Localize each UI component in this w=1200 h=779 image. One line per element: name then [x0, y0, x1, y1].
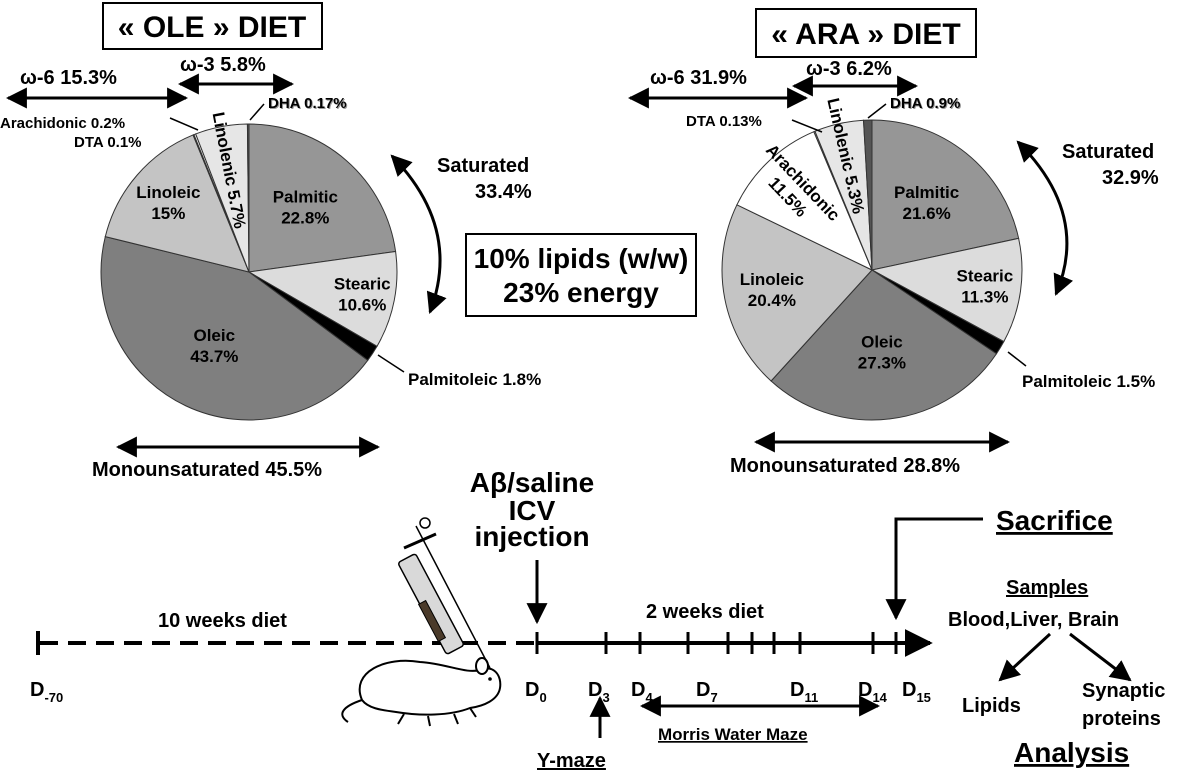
ole-slice-dha [246, 123, 250, 273]
ara-saturated-label: Saturated [1062, 141, 1154, 163]
ara-dta-callout: DTA 0.13% [686, 113, 762, 130]
synaptic-arrow [1069, 632, 1132, 682]
ara-dha-leader [867, 103, 887, 119]
ole-palmitoleic-leader [377, 354, 405, 373]
ole-saturated-label: Saturated [437, 155, 529, 177]
ara-saturated-arrow [1016, 140, 1074, 296]
ole-label-linoleic: Linoleic 15% [136, 183, 200, 223]
day-label: D15 [902, 679, 931, 705]
day-label: D11 [790, 679, 818, 705]
samples-label: Samples [1006, 577, 1088, 599]
ara-label-stearic: Stearic 11.3% [956, 267, 1013, 307]
sacrifice-label: Sacrifice [996, 505, 1113, 536]
lipids-arrow [998, 632, 1052, 682]
ole-dta-callout: DTA 0.1% [74, 134, 142, 151]
ole-label-palmitic: Palmitic 22.8% [273, 188, 338, 228]
ole-palmitoleic-callout: Palmitoleic 1.8% [408, 370, 541, 389]
ara-palmitoleic-callout: Palmitoleic 1.5% [1022, 372, 1155, 391]
timeline-ticks [535, 632, 898, 654]
lipids-output-label: Lipids [962, 695, 1021, 717]
ole-title: « OLE » DIET [118, 11, 306, 44]
ole-omega6-label: ω-6 15.3% [20, 67, 117, 89]
synaptic-label-line2: proteins [1082, 708, 1161, 730]
diet-10-weeks-label: 10 weeks diet [158, 610, 287, 632]
day-label: D4 [631, 679, 653, 705]
ara-slice-arachidonic [736, 131, 873, 272]
injection-line1: Aβ/saline [470, 467, 594, 498]
ara-omega3-label: ω-3 6.2% [806, 58, 892, 80]
ara-diet-panel: « ARA » DIET ω-6 31.9% ω-3 6.2% Palmitic… [627, 8, 1159, 477]
ole-dha-callout: DHA 0.17% [268, 95, 347, 112]
ara-title-box [755, 8, 977, 58]
injection-line2: ICV [509, 495, 556, 526]
day-label: D0 [525, 679, 547, 705]
lipids-line1: 10% lipids (w/w) [474, 243, 689, 274]
day-label: D14 [858, 679, 888, 705]
diet-2-weeks-label: 2 weeks diet [646, 601, 764, 623]
ole-omega3-label: ω-3 5.8% [180, 54, 266, 76]
ara-pie-chart: Palmitic 21.6% Stearic 11.3% Oleic 27.3% Linol… [721, 96, 1023, 421]
ara-slice-palmitic [871, 119, 1020, 271]
ole-slice-linoleic [104, 134, 250, 273]
ara-slice-dha [862, 119, 873, 271]
ole-monounsaturated-label: Monounsaturated 45.5% [92, 459, 322, 481]
ole-saturated-arrow [390, 154, 447, 314]
ole-label-oleic: Oleic 43.7% [190, 326, 238, 366]
day-label: D-70 [30, 679, 63, 705]
synaptic-label-line1: Synaptic [1082, 680, 1165, 702]
injection-line3: injection [474, 521, 589, 552]
mouse-illustration [341, 657, 502, 727]
ole-arachidonic-leader [169, 117, 199, 131]
ara-dha-callout: DHA 0.9% [890, 95, 960, 112]
day-label: D7 [696, 679, 718, 705]
lipids-box [465, 233, 697, 317]
analysis-label: Analysis [1014, 737, 1129, 768]
ara-slice-linoleic [721, 204, 873, 382]
ara-saturated-value: 32.9% [1102, 167, 1159, 189]
ole-title-box [102, 2, 323, 50]
timeline-panel: Aβ/saline ICV injection 10 weeks diet 2 … [30, 467, 1165, 772]
ole-label-stearic: Stearic 10.6% [334, 275, 391, 315]
ole-arachidonic-callout: Arachidonic 0.2% [0, 115, 125, 132]
ara-title: « ARA » DIET [771, 18, 960, 51]
ara-label-oleic: Oleic 27.3% [858, 332, 906, 372]
sacrifice-arrow [885, 517, 983, 621]
ara-label-palmitic: Palmitic 21.6% [894, 183, 959, 223]
ara-dta-leader [791, 119, 823, 133]
ole-saturated-value: 33.4% [475, 181, 532, 203]
syringe-illustration [398, 517, 491, 669]
lipids-line2: 23% energy [503, 277, 659, 308]
ara-palmitoleic-leader [1007, 351, 1027, 367]
mwm-label: Morris Water Maze [658, 725, 808, 744]
ara-label-linoleic: Linoleic 20.4% [740, 270, 804, 310]
ara-slice-oleic [770, 269, 998, 421]
ymaze-label: Y-maze [537, 750, 606, 772]
ole-slice-oleic [100, 235, 369, 421]
tissues-label: Blood,Liver, Brain [948, 609, 1119, 631]
ole-pie-chart: Palmitic 22.8% Stearic 10.6% Oleic 43.7% Linol… [100, 111, 398, 421]
ole-dha-leader [249, 103, 265, 121]
ole-diet-panel: « OLE » DIET ω-6 15.3% ω-3 5.8% Palmitic… [0, 2, 697, 481]
ara-monounsaturated-label: Monounsaturated 28.8% [730, 455, 960, 477]
ara-omega6-label: ω-6 31.9% [650, 67, 747, 89]
